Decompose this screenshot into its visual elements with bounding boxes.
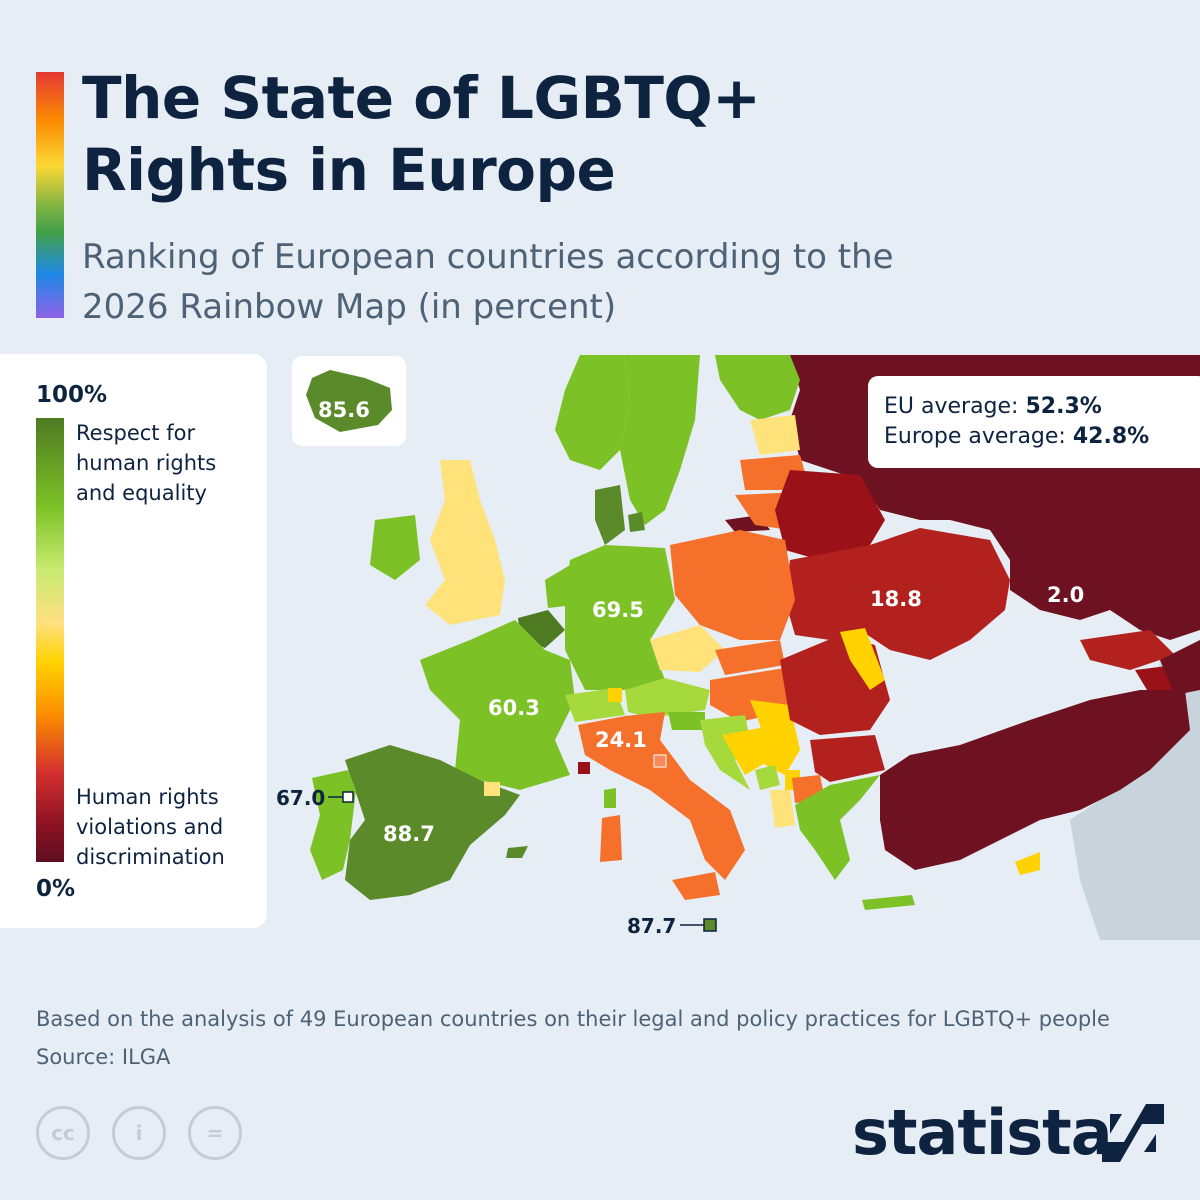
country-austria <box>625 678 710 718</box>
country-slovenia <box>668 712 705 730</box>
country-balearic <box>506 846 528 858</box>
country-belarus <box>775 470 885 560</box>
page-subtitle: Ranking of European countries according … <box>82 237 894 327</box>
country-monaco <box>578 762 590 774</box>
country-albania <box>770 790 795 828</box>
label-malta: 87.7 <box>627 914 676 938</box>
country-liechtenstein <box>608 688 622 702</box>
country-estonia <box>750 415 800 455</box>
label-portugal: 67.0 <box>276 786 325 810</box>
footnote: Based on the analysis of 49 European cou… <box>36 1000 1186 1076</box>
country-italy <box>578 712 745 880</box>
country-bosnia <box>722 728 770 775</box>
country-bulgaria <box>810 735 885 782</box>
country-corsica <box>604 788 616 808</box>
country-united-kingdom <box>425 460 505 625</box>
title-accent-bar <box>36 72 64 318</box>
country-spain <box>345 745 520 900</box>
eu-average-row: EU average: 52.3% <box>884 392 1200 422</box>
page-title: The State of LGBTQ+ Rights in Europe <box>82 64 761 204</box>
country-ireland <box>370 515 420 580</box>
label-germany: 69.5 <box>592 598 644 622</box>
country-germany <box>565 545 675 690</box>
label-italy: 24.1 <box>595 728 647 752</box>
country-greece <box>795 775 880 880</box>
country-sweden <box>620 355 700 525</box>
country-norway <box>555 355 630 470</box>
country-sardinia <box>600 815 622 862</box>
legend-min-value: 0% <box>36 876 76 902</box>
attribution-icon[interactable]: i <box>112 1106 166 1160</box>
malta-marker <box>703 918 717 932</box>
country-denmark <box>595 485 625 545</box>
country-netherlands <box>545 565 575 608</box>
eu-average-label: EU average: <box>884 394 1019 419</box>
country-cyprus <box>1015 852 1040 875</box>
license-icons: cc i = <box>36 1106 242 1160</box>
no-derivatives-icon[interactable]: = <box>188 1106 242 1160</box>
label-russia: 2.0 <box>1047 583 1084 607</box>
europe-average-value: 42.8% <box>1072 424 1150 449</box>
country-crete <box>862 895 915 910</box>
legend-color-scale <box>36 418 64 862</box>
country-moldova <box>840 628 885 690</box>
country-georgia <box>1080 630 1175 670</box>
country-czechia <box>650 625 725 672</box>
label-ukraine: 18.8 <box>870 587 922 611</box>
country-azerbaijan <box>1160 640 1200 695</box>
country-turkey <box>880 690 1190 870</box>
country-finland <box>715 355 800 420</box>
portugal-marker <box>342 791 354 803</box>
europe-map: 85.6 69.5 60.3 88.7 24.1 18.8 2.0 67.0 8… <box>276 355 1200 940</box>
label-spain: 88.7 <box>383 822 435 846</box>
source-note: Source: ILGA <box>36 1045 171 1069</box>
country-poland <box>670 530 795 640</box>
country-iceland <box>306 370 392 432</box>
country-france <box>420 620 575 790</box>
legend-min-description: Human rights violations and discriminati… <box>76 785 225 869</box>
legend-max-value: 100% <box>36 382 108 408</box>
creative-commons-icon[interactable]: cc <box>36 1106 90 1160</box>
country-denmark-islands <box>628 512 645 532</box>
country-serbia <box>750 700 800 775</box>
averages-box: EU average: 52.3% Europe average: 42.8% <box>868 376 1200 468</box>
legend-max-description: Respect for human rights and equality <box>76 421 217 505</box>
country-slovakia <box>715 640 785 675</box>
label-iceland: 85.6 <box>318 398 370 422</box>
analysis-note: Based on the analysis of 49 European cou… <box>36 1007 1110 1031</box>
country-sicily <box>672 872 720 900</box>
country-ukraine <box>785 528 1010 660</box>
europe-average-row: Europe average: 42.8% <box>884 422 1200 452</box>
label-france: 60.3 <box>488 696 540 720</box>
statista-logo-icon[interactable] <box>1102 1104 1164 1162</box>
country-montenegro <box>755 765 780 790</box>
eu-average-value: 52.3% <box>1025 394 1102 419</box>
country-san-marino <box>653 754 667 768</box>
country-andorra <box>484 782 500 796</box>
statista-logo[interactable]: statista <box>852 1096 1113 1169</box>
europe-average-label: Europe average: <box>884 424 1066 449</box>
